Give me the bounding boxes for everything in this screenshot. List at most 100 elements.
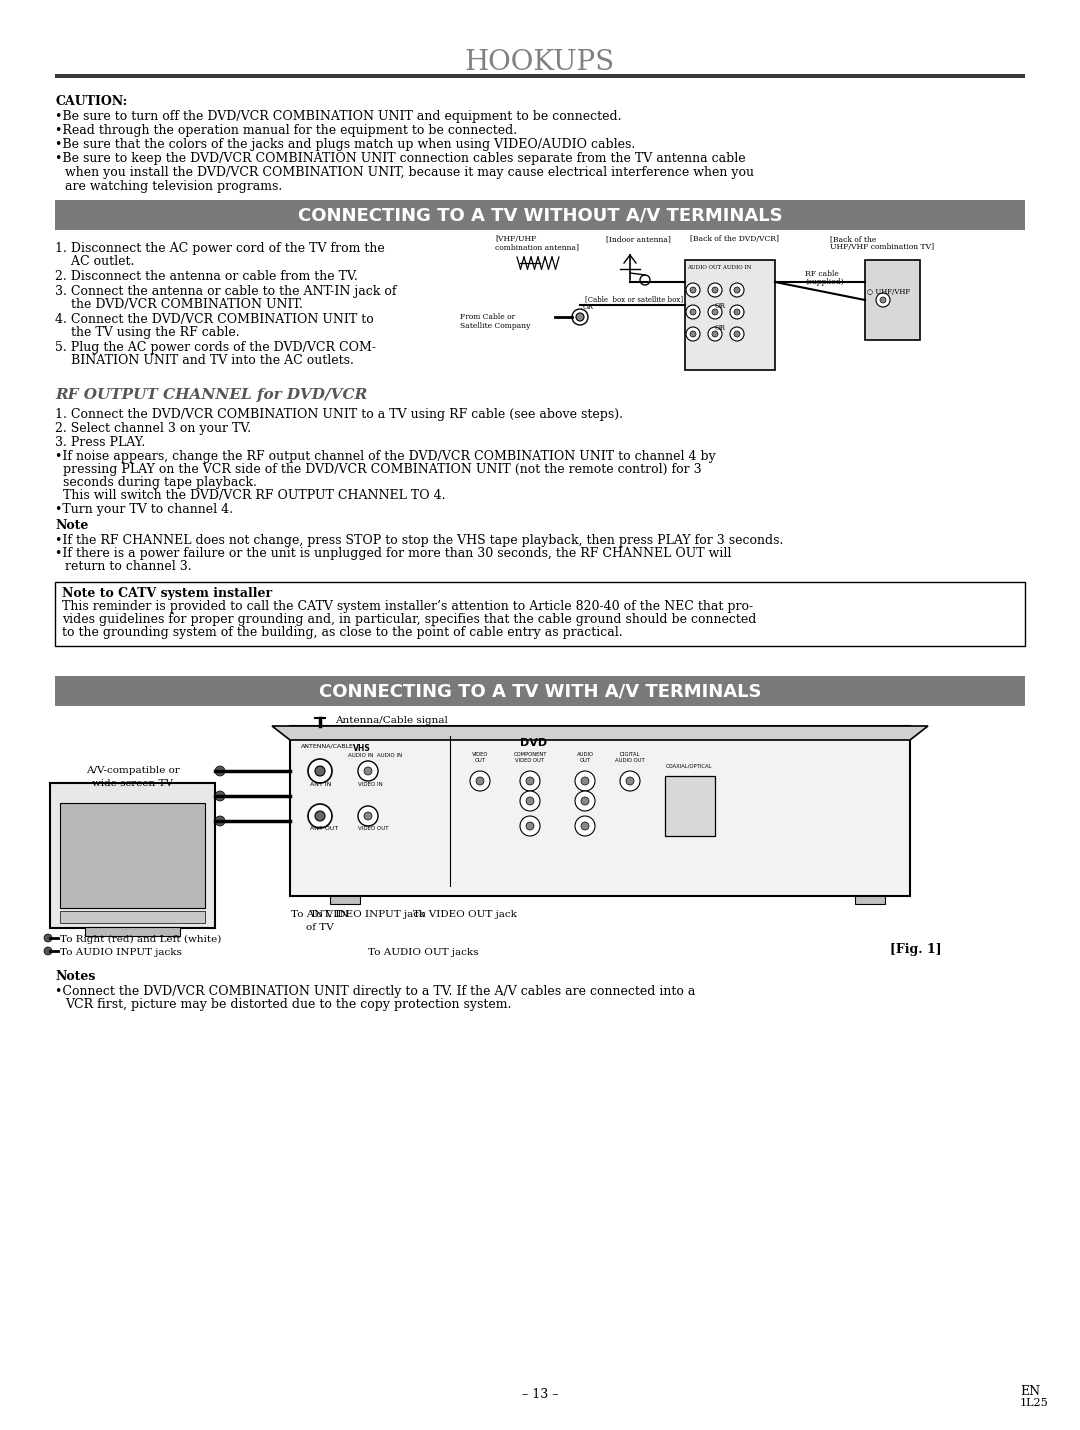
Circle shape: [876, 293, 890, 307]
Text: when you install the DVD/VCR COMBINATION UNIT, because it may cause electrical i: when you install the DVD/VCR COMBINATION…: [65, 166, 754, 179]
Circle shape: [476, 776, 484, 785]
Text: wide screen TV: wide screen TV: [92, 779, 173, 788]
Circle shape: [730, 327, 744, 340]
Circle shape: [470, 771, 490, 791]
Circle shape: [708, 305, 723, 319]
Text: 1. Connect the DVD/VCR COMBINATION UNIT to a TV using RF cable (see above steps): 1. Connect the DVD/VCR COMBINATION UNIT …: [55, 408, 623, 420]
Circle shape: [308, 804, 332, 828]
Bar: [330, 897, 360, 904]
Text: the TV using the RF cable.: the TV using the RF cable.: [55, 326, 240, 339]
Bar: [85, 927, 180, 937]
Text: To VIDEO OUT jack: To VIDEO OUT jack: [413, 909, 517, 919]
Text: •Connect the DVD/VCR COMBINATION UNIT directly to a TV. If the A/V cables are co: •Connect the DVD/VCR COMBINATION UNIT di…: [55, 985, 696, 998]
Text: AC outlet.: AC outlet.: [55, 255, 134, 267]
Circle shape: [215, 766, 225, 776]
Circle shape: [357, 761, 378, 781]
Circle shape: [708, 283, 723, 297]
Text: vides guidelines for proper grounding and, in particular, specifies that the cab: vides guidelines for proper grounding an…: [62, 613, 756, 626]
Circle shape: [44, 947, 52, 955]
Circle shape: [712, 287, 718, 293]
Text: 1. Disconnect the AC power cord of the TV from the: 1. Disconnect the AC power cord of the T…: [55, 242, 384, 255]
Text: 2. Select channel 3 on your TV.: 2. Select channel 3 on your TV.: [55, 422, 252, 435]
Text: COMPONENT
VIDEO OUT: COMPONENT VIDEO OUT: [513, 752, 546, 762]
Text: From Cable or: From Cable or: [460, 313, 515, 320]
Text: •Be sure to turn off the DVD/VCR COMBINATION UNIT and equipment to be connected.: •Be sure to turn off the DVD/VCR COMBINA…: [55, 110, 621, 123]
Text: EN: EN: [1020, 1386, 1040, 1399]
Text: 2. Disconnect the antenna or cable from the TV.: 2. Disconnect the antenna or cable from …: [55, 270, 357, 283]
Circle shape: [712, 330, 718, 337]
Text: To AUDIO OUT jacks: To AUDIO OUT jacks: [368, 948, 478, 957]
Text: COAXIAL/OPTICAL: COAXIAL/OPTICAL: [666, 764, 713, 769]
Text: AUDIO IN  AUDIO IN: AUDIO IN AUDIO IN: [348, 754, 402, 758]
Text: 1L25: 1L25: [1020, 1399, 1049, 1409]
Circle shape: [364, 766, 372, 775]
Text: of TV: of TV: [306, 922, 334, 932]
Text: pressing PLAY on the VCR side of the DVD/VCR COMBINATION UNIT (not the remote co: pressing PLAY on the VCR side of the DVD…: [55, 463, 702, 476]
Text: ANT OUT: ANT OUT: [310, 827, 338, 831]
Text: VIDEO OUT: VIDEO OUT: [357, 827, 389, 831]
Text: HOOKUPS: HOOKUPS: [464, 49, 616, 76]
Circle shape: [708, 327, 723, 340]
Text: ANT IN: ANT IN: [310, 782, 332, 786]
Circle shape: [581, 776, 589, 785]
Text: seconds during tape playback.: seconds during tape playback.: [55, 476, 257, 489]
Text: 3. Press PLAY.: 3. Press PLAY.: [55, 436, 145, 449]
Text: VCR first, picture may be distorted due to the copy protection system.: VCR first, picture may be distorted due …: [65, 998, 511, 1011]
Text: •Be sure to keep the DVD/VCR COMBINATION UNIT connection cables separate from th: •Be sure to keep the DVD/VCR COMBINATION…: [55, 152, 745, 164]
Circle shape: [44, 934, 52, 942]
Text: •Turn your TV to channel 4.: •Turn your TV to channel 4.: [55, 503, 233, 516]
Bar: [855, 897, 885, 904]
Circle shape: [519, 771, 540, 791]
Circle shape: [575, 771, 595, 791]
Text: UHF/VHF combination TV]: UHF/VHF combination TV]: [831, 243, 934, 252]
Text: AUDIO
OUT: AUDIO OUT: [577, 752, 594, 762]
Text: [Indoor antenna]: [Indoor antenna]: [606, 235, 671, 243]
Text: To ANT. IN: To ANT. IN: [292, 909, 349, 919]
Text: – 13 –: – 13 –: [522, 1389, 558, 1401]
Text: To VIDEO INPUT jack: To VIDEO INPUT jack: [310, 909, 426, 919]
Text: RF cable: RF cable: [805, 270, 839, 277]
Circle shape: [576, 313, 584, 320]
Circle shape: [626, 776, 634, 785]
Circle shape: [215, 791, 225, 801]
Text: To Right (red) and Left (white): To Right (red) and Left (white): [60, 935, 221, 944]
Circle shape: [575, 817, 595, 837]
Circle shape: [215, 817, 225, 827]
Circle shape: [686, 305, 700, 319]
Bar: [685, 260, 775, 370]
Bar: [60, 804, 205, 908]
Circle shape: [734, 330, 740, 337]
Bar: [291, 726, 910, 897]
Circle shape: [581, 797, 589, 805]
Text: 3. Connect the antenna or cable to the ANT-IN jack of: 3. Connect the antenna or cable to the A…: [55, 285, 396, 297]
Text: •Read through the operation manual for the equipment to be connected.: •Read through the operation manual for t…: [55, 124, 517, 137]
Polygon shape: [272, 726, 928, 739]
Text: ANTENNA/CABLE: ANTENNA/CABLE: [301, 744, 354, 749]
Circle shape: [575, 791, 595, 811]
Circle shape: [690, 330, 696, 337]
Text: DVD: DVD: [519, 738, 548, 748]
Bar: [55, 582, 1025, 646]
Text: BINATION UNIT and TV into the AC outlets.: BINATION UNIT and TV into the AC outlets…: [55, 355, 354, 368]
Text: OR: OR: [715, 325, 726, 332]
Circle shape: [308, 759, 332, 784]
Text: Note: Note: [55, 519, 89, 532]
Circle shape: [620, 771, 640, 791]
Text: combination antenna]: combination antenna]: [495, 243, 579, 252]
Bar: [50, 784, 215, 928]
Circle shape: [315, 811, 325, 821]
Circle shape: [364, 812, 372, 819]
Text: are watching television programs.: are watching television programs.: [65, 180, 282, 193]
Bar: [55, 200, 1025, 230]
Circle shape: [526, 797, 534, 805]
Text: This reminder is provided to call the CATV system installer’s attention to Artic: This reminder is provided to call the CA…: [62, 601, 753, 613]
Text: the DVD/VCR COMBINATION UNIT.: the DVD/VCR COMBINATION UNIT.: [55, 297, 302, 310]
Text: AUDIO OUT AUDIO IN: AUDIO OUT AUDIO IN: [687, 265, 752, 270]
Text: VIDEO
OUT: VIDEO OUT: [472, 752, 488, 762]
Text: •If the RF CHANNEL does not change, press STOP to stop the VHS tape playback, th: •If the RF CHANNEL does not change, pres…: [55, 533, 783, 548]
Circle shape: [690, 287, 696, 293]
Text: [Back of the DVD/VCR]: [Back of the DVD/VCR]: [690, 235, 779, 243]
Bar: [865, 260, 920, 340]
Text: return to channel 3.: return to channel 3.: [65, 561, 191, 573]
Text: DIGITAL
AUDIO OUT: DIGITAL AUDIO OUT: [616, 752, 645, 762]
